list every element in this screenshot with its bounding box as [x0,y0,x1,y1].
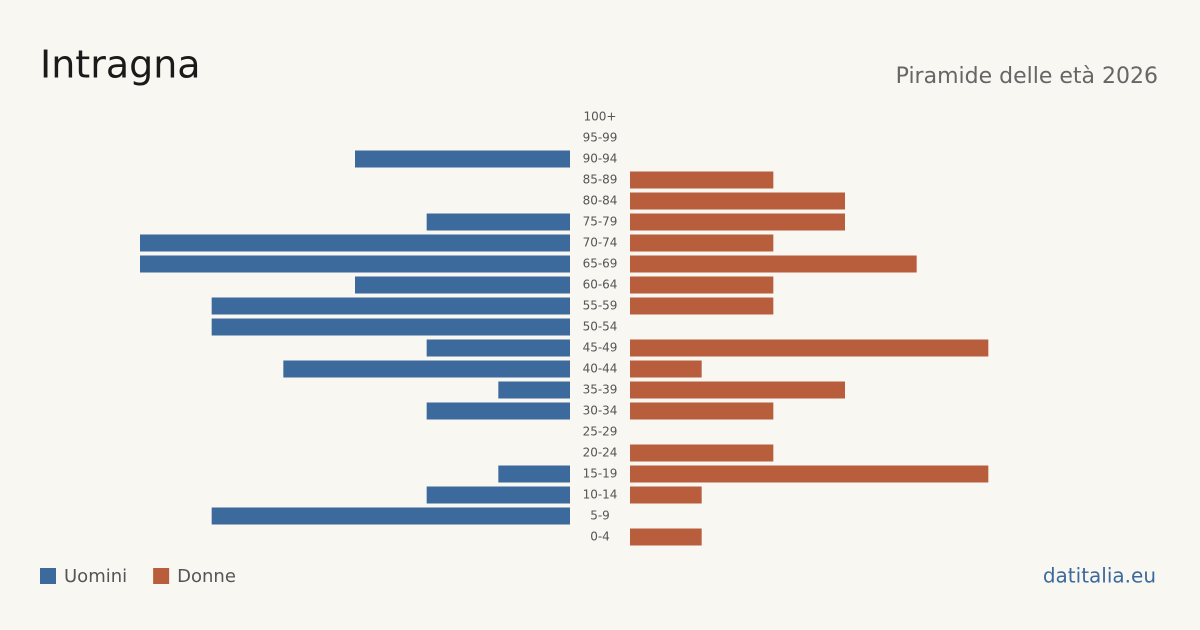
bar [426,213,570,231]
age-label: 50-54 [583,320,618,334]
chart-title: Intragna [40,43,201,87]
age-label: 30-34 [583,404,618,418]
age-label: 75-79 [583,215,618,229]
bar [211,297,570,315]
bar [211,507,570,525]
bar [630,360,702,378]
bar [283,360,570,378]
bar [355,276,570,294]
age-label: 5-9 [590,509,610,523]
age-label: 55-59 [583,299,618,313]
bar [630,339,989,357]
age-label: 100+ [584,110,617,124]
bar [630,444,774,462]
bar [498,465,570,483]
age-label: 20-24 [583,446,618,460]
age-label: 70-74 [583,236,618,250]
age-label: 35-39 [583,383,618,397]
bar [630,276,774,294]
legend-label: Uomini [64,566,127,587]
age-label: 10-14 [583,488,618,502]
bar [630,213,845,231]
age-label: 80-84 [583,194,618,208]
age-label: 15-19 [583,467,618,481]
age-label: 95-99 [583,131,618,145]
chart-subtitle: Piramide delle età 2026 [896,64,1158,89]
bar [140,255,570,273]
bar [426,339,570,357]
bar [630,486,702,504]
bar [630,192,845,210]
bar [355,150,570,168]
age-label: 60-64 [583,278,618,292]
bar [630,297,774,315]
source: datitalia.eu [1043,564,1156,588]
bar [498,381,570,399]
legend-swatch [153,568,170,584]
bar [630,234,774,252]
bar [630,465,989,483]
age-label: 45-49 [583,341,618,355]
legend-label: Donne [177,566,236,587]
age-label: 85-89 [583,173,618,187]
bar [630,381,845,399]
bar [630,255,917,273]
age-label: 65-69 [583,257,618,271]
age-label: 40-44 [583,362,618,376]
legend-swatch [40,568,56,584]
age-label: 90-94 [583,152,618,166]
age-label: 0-4 [590,530,610,544]
age-label: 25-29 [583,425,618,439]
bar [211,318,570,336]
bar [630,402,774,420]
bar [426,486,570,504]
bar [630,528,702,546]
bar [426,402,570,420]
bar [140,234,570,252]
bar [630,171,774,189]
